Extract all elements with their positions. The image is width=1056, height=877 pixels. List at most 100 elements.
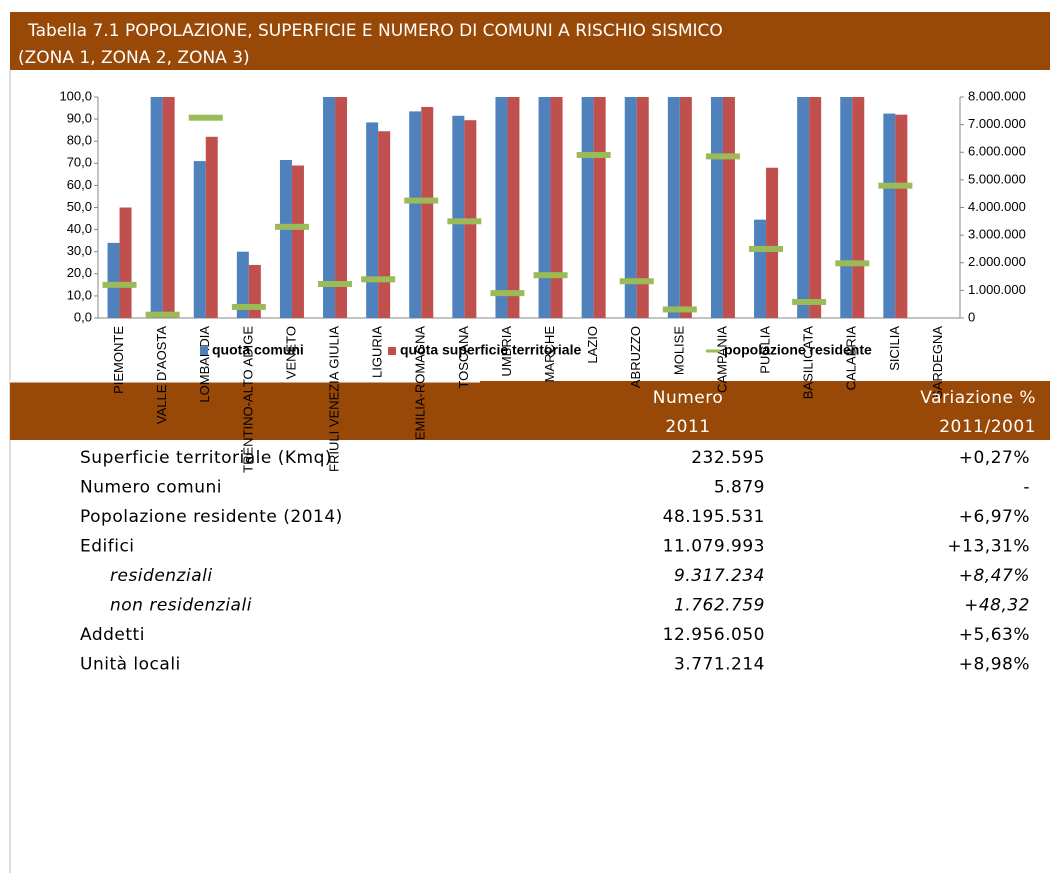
population-dash <box>274 223 309 230</box>
x-tick-label: FRIULI VENEZIA GIULIA <box>326 326 341 472</box>
x-tick-label: EMILIA-ROMAGNA <box>413 326 428 440</box>
y-tick-label: 90,0 <box>67 111 92 126</box>
x-tick-label: TRENTINO-ALTO ADIGE <box>240 326 255 473</box>
y2-tick-label: 6.000.000 <box>968 144 1026 159</box>
population-dash <box>318 281 353 288</box>
row-value: 48.195.531 <box>663 507 765 527</box>
title-band <box>10 12 1050 70</box>
population-dash <box>662 306 697 313</box>
row-value: 5.879 <box>714 478 765 498</box>
x-tick-label: SICILIA <box>887 326 902 371</box>
bar <box>107 242 120 318</box>
row-value: 3.771.214 <box>674 655 765 675</box>
bar <box>883 113 896 318</box>
population-dash <box>102 281 137 288</box>
x-tick-label: UMBRIA <box>499 326 514 377</box>
y-tick-label: 60,0 <box>67 177 92 192</box>
bar <box>335 97 348 318</box>
row-label: non residenziali <box>110 596 252 616</box>
bar <box>636 97 649 318</box>
bar <box>840 97 853 318</box>
population-dash <box>231 303 266 310</box>
bar <box>248 264 261 318</box>
legend-swatch <box>388 347 396 355</box>
bar <box>452 115 465 318</box>
legend-label: quota comuni <box>212 342 304 358</box>
x-tick-label: VALLE D'AOSTA <box>154 326 169 424</box>
y-tick-label: 40,0 <box>67 221 92 236</box>
bar <box>507 97 520 318</box>
bar <box>754 219 767 318</box>
row-change: +8,98% <box>959 655 1030 675</box>
y-tick-label: 20,0 <box>67 265 92 280</box>
bar <box>236 251 249 318</box>
legend-label: quota superficie territoriale <box>400 342 581 358</box>
bar <box>766 167 779 318</box>
bar <box>279 159 292 318</box>
legend-swatch <box>706 349 720 353</box>
x-tick-label: CAMPANIA <box>714 326 729 393</box>
y2-tick-label: 5.000.000 <box>968 171 1026 186</box>
bar <box>378 131 391 318</box>
population-dash <box>835 260 870 267</box>
row-label: Numero comuni <box>80 478 222 498</box>
population-dash <box>145 311 180 318</box>
x-tick-label: PIEMONTE <box>111 326 126 394</box>
bar <box>722 97 735 318</box>
x-tick-label: MARCHE <box>542 326 557 383</box>
bar <box>895 114 908 319</box>
y2-tick-label: 4.000.000 <box>968 199 1026 214</box>
x-tick-label: MOLISE <box>671 326 686 375</box>
y-tick-label: 30,0 <box>67 243 92 258</box>
x-tick-label: LOMBARDIA <box>197 326 212 403</box>
legend-swatch <box>200 347 208 355</box>
population-dash <box>749 245 784 252</box>
y2-tick-label: 3.000.000 <box>968 227 1026 242</box>
bar <box>852 97 865 318</box>
bar <box>679 97 692 318</box>
x-tick-label: PUGLIA <box>757 326 772 374</box>
y-tick-label: 0,0 <box>74 309 92 324</box>
row-label: residenziali <box>110 566 213 586</box>
x-tick-label: VENETO <box>283 326 298 379</box>
row-change: +8,47% <box>959 566 1030 586</box>
bar <box>162 97 175 318</box>
y2-tick-label: 0 <box>968 309 975 324</box>
population-dash <box>188 114 223 121</box>
row-change: +13,31% <box>947 537 1030 557</box>
bar <box>205 136 218 318</box>
bar <box>409 111 422 319</box>
legend-label: popolazione residente <box>724 342 872 358</box>
column-header: Variazione % <box>920 388 1036 408</box>
y2-tick-label: 7.000.000 <box>968 116 1026 131</box>
row-change: - <box>1023 478 1030 498</box>
x-tick-label: TOSCANA <box>456 326 471 389</box>
row-change: +48,32 <box>964 596 1030 616</box>
population-dash <box>792 298 827 305</box>
y-tick-label: 50,0 <box>67 199 92 214</box>
y-tick-label: 10,0 <box>67 287 92 302</box>
row-value: 11.079.993 <box>663 537 765 557</box>
population-dash <box>705 153 740 160</box>
row-label: Popolazione residente (2014) <box>80 507 343 527</box>
row-value: 1.762.759 <box>674 596 765 616</box>
bar <box>710 97 723 318</box>
population-dash <box>619 278 654 285</box>
column-header: Numero <box>653 388 724 408</box>
row-value: 12.956.050 <box>663 625 765 645</box>
bar <box>366 122 379 318</box>
row-value: 9.317.234 <box>674 566 765 586</box>
y-tick-label: 70,0 <box>67 155 92 170</box>
y-tick-label: 100,0 <box>59 88 92 103</box>
x-tick-label: SARDEGNA <box>930 326 945 399</box>
row-change: +0,27% <box>959 448 1030 468</box>
bar <box>421 106 434 318</box>
population-dash <box>447 218 482 225</box>
row-value: 232.595 <box>691 448 765 468</box>
table-header-band <box>10 381 1050 440</box>
population-dash <box>576 152 611 159</box>
bar <box>291 165 304 318</box>
bar <box>193 161 206 318</box>
population-dash <box>533 272 568 279</box>
